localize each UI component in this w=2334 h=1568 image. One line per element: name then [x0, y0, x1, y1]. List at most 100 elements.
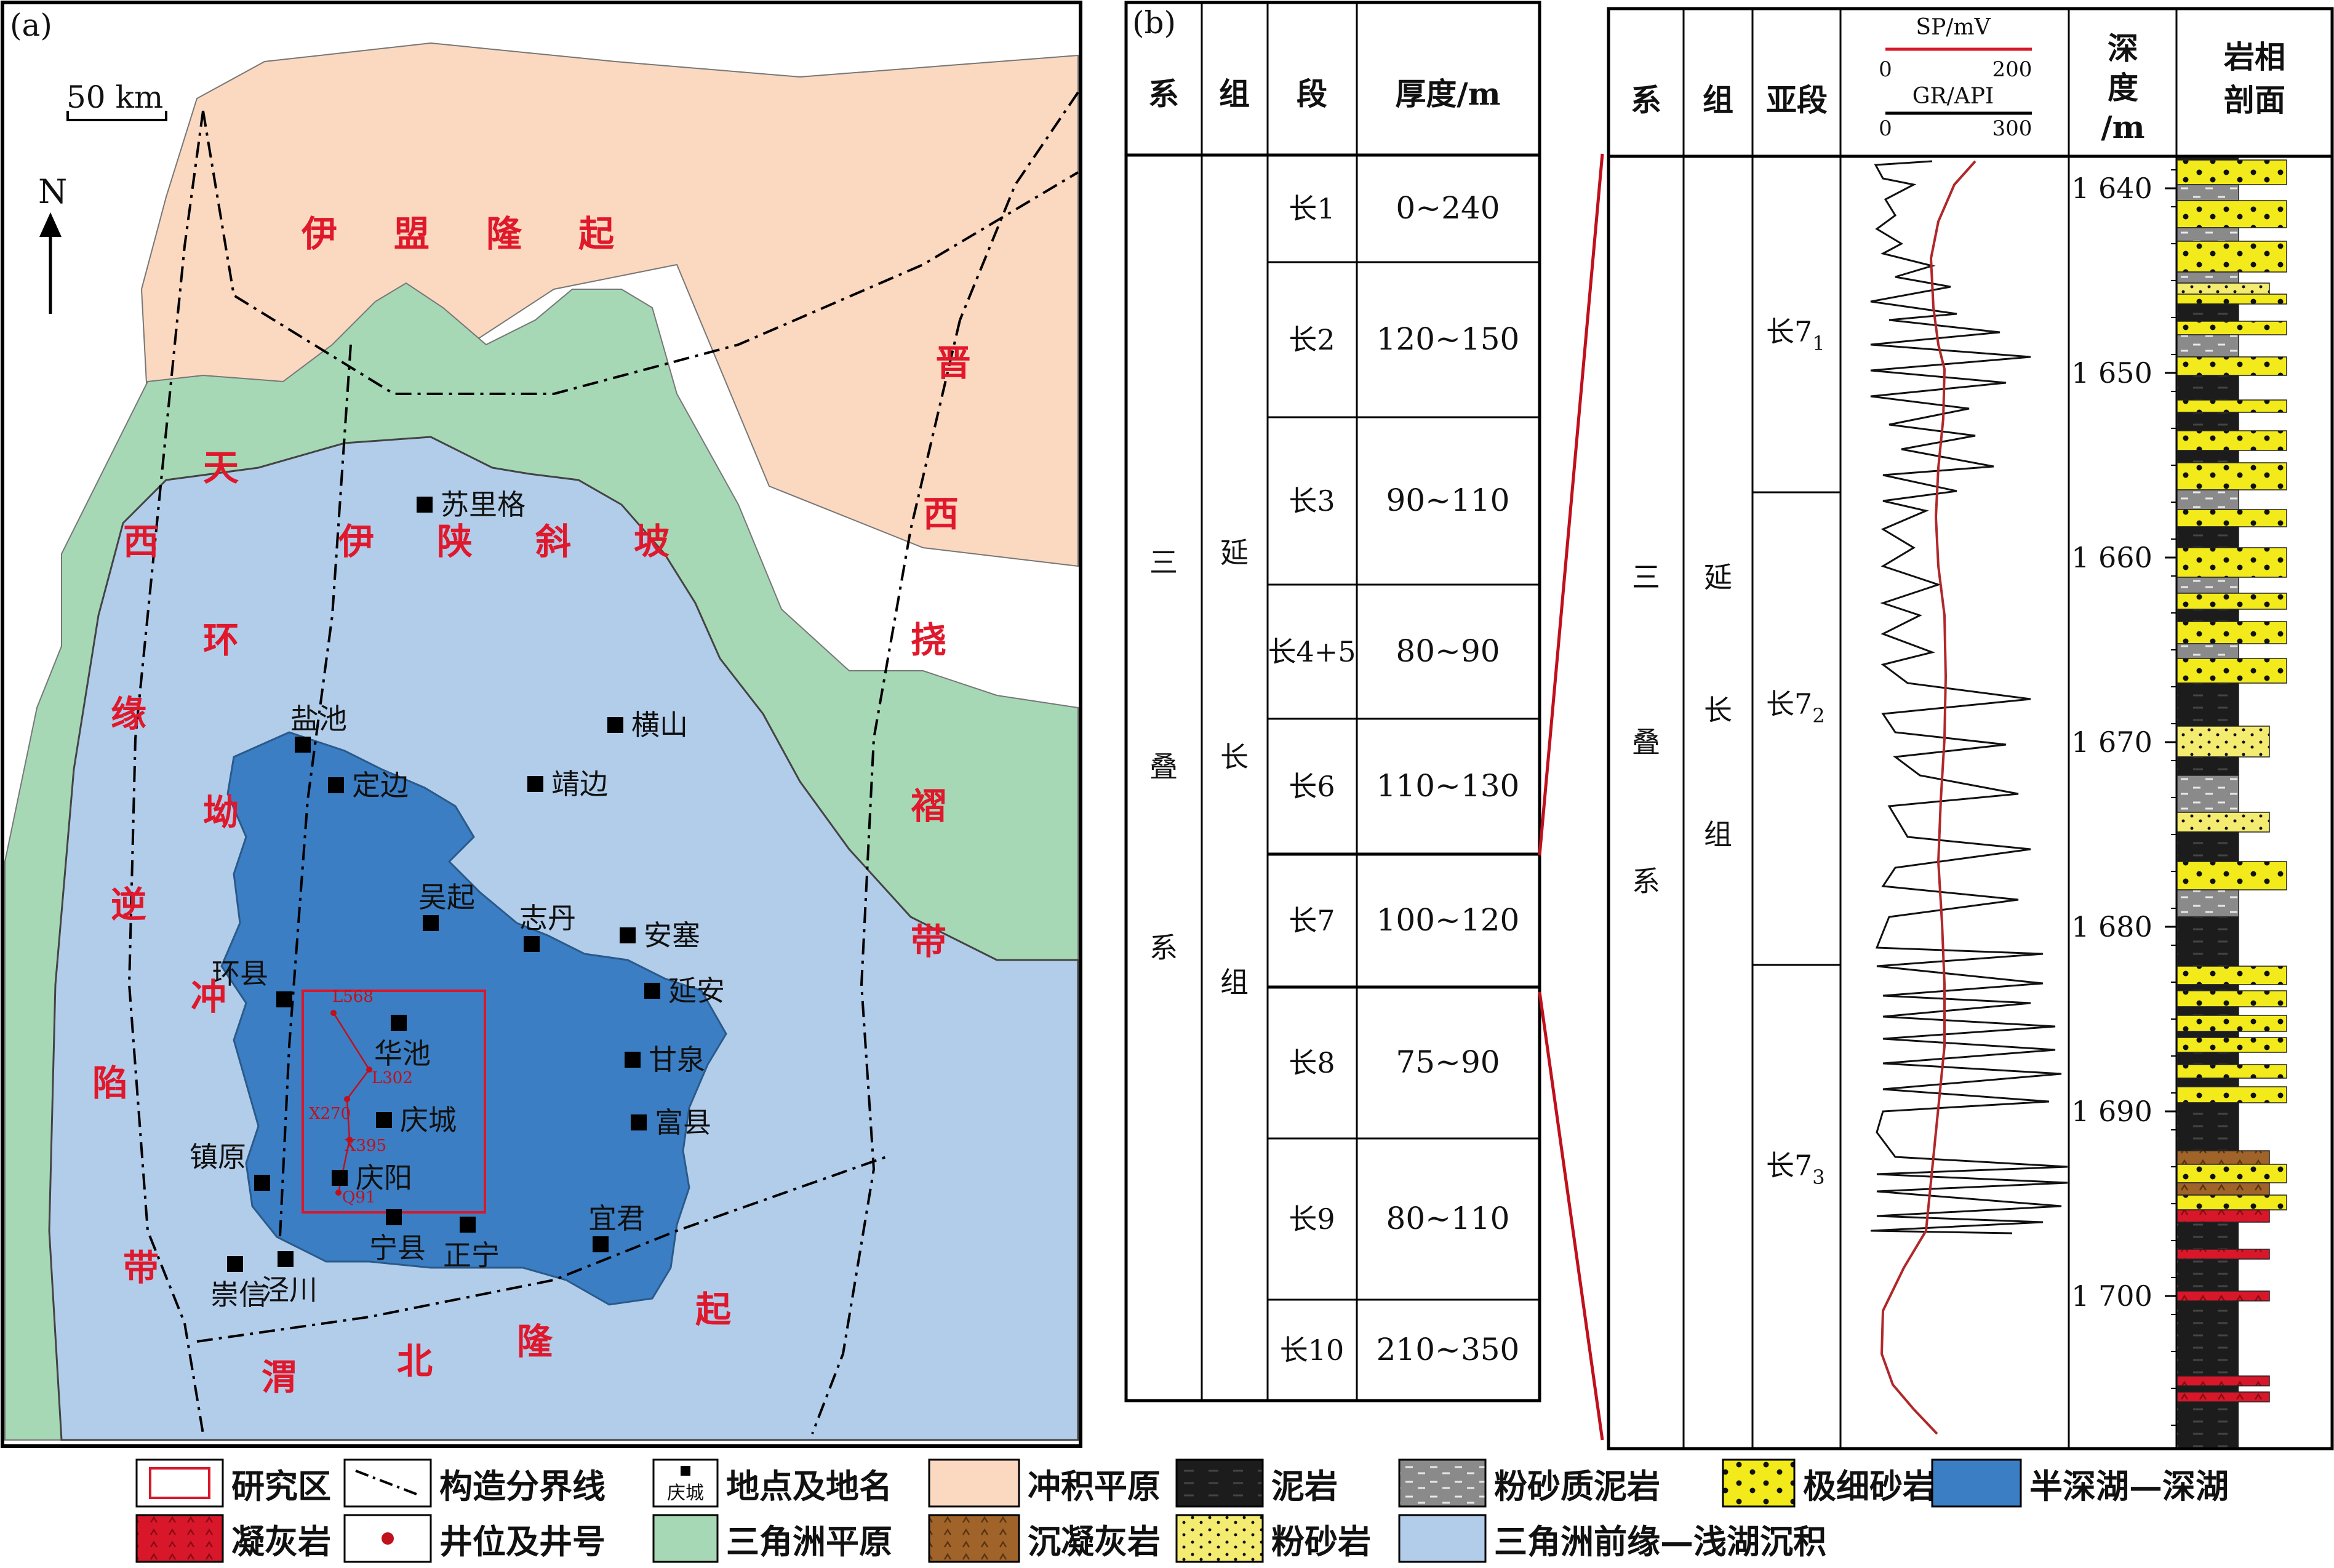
- alluvial-plain-area: [140, 42, 1079, 567]
- region-label-tianhuan: 缘: [111, 693, 146, 735]
- place-marker: [376, 1112, 392, 1128]
- lithology-bed: [2176, 294, 2287, 305]
- panel-a-label: (a): [10, 7, 52, 43]
- region-label-jinxi: 褶: [911, 785, 946, 827]
- region-label-tianhuan: 环: [203, 619, 239, 661]
- depth-tick-label: 1 640: [2071, 172, 2152, 205]
- region-label-yishan: 斜: [535, 521, 571, 562]
- table-thickness: 90~110: [1386, 482, 1510, 518]
- legend-item: 三角洲前缘—浅湖沉积: [1398, 1514, 1826, 1563]
- log-subsegment-name: 长7: [1766, 687, 1812, 721]
- place-marker: [593, 1236, 609, 1252]
- table-segment: 长1: [1289, 192, 1335, 225]
- region-label-yimeng: 盟: [394, 213, 430, 255]
- log-subsegment-name: 长7: [1766, 1149, 1812, 1182]
- region-label-jinxi: 西: [923, 493, 959, 535]
- legend-item: 冲积平原: [928, 1458, 1161, 1508]
- well-marker: [330, 1010, 337, 1016]
- place-label: 盐池: [290, 702, 347, 735]
- region-label-yimeng: 起: [578, 213, 615, 255]
- legend-item: 研究区: [135, 1458, 331, 1508]
- place-marker: [276, 991, 292, 1007]
- lithology-bed: [2176, 375, 2239, 401]
- legend-label: 泥岩: [1271, 1466, 1338, 1506]
- well-marker: [335, 1190, 342, 1196]
- table-segment: 长4+5: [1268, 635, 1356, 668]
- sp-curve: [1880, 160, 1976, 1435]
- log-formation-char: 长: [1704, 694, 1732, 727]
- siltstone-swatch: [1175, 1514, 1264, 1563]
- place-label: 宁县: [369, 1231, 426, 1265]
- north-label: N: [38, 172, 67, 211]
- table-segment: 长9: [1289, 1202, 1335, 1236]
- legend-item: 粉砂质泥岩: [1398, 1458, 1660, 1508]
- place-marker: [328, 777, 344, 793]
- lithology-bed: [2176, 412, 2239, 431]
- table-thickness: 80~110: [1386, 1201, 1510, 1236]
- lithology-bed: [2176, 577, 2239, 594]
- table-system-char: 三: [1149, 546, 1178, 579]
- lithology-bed: [2176, 831, 2239, 862]
- place-label: 延安: [668, 974, 725, 1007]
- lithology-bed: [2176, 321, 2287, 335]
- legend-item: 庆城 地点及地名: [652, 1458, 892, 1508]
- place-label: 横山: [631, 708, 688, 742]
- lithology-bed: [2176, 159, 2287, 185]
- log-headers: 系 组亚段 深度/m 岩相剖面 SP/mV 0 200GR/API 0 300: [1631, 15, 2285, 145]
- gr-range-min: 0: [1879, 116, 1892, 141]
- region-label-jinxi: 带: [911, 921, 946, 962]
- lithology-bed: [2176, 643, 2239, 659]
- place-label: 甘泉: [649, 1043, 705, 1076]
- lithology-bed: [2176, 1015, 2287, 1032]
- region-label-weibei: 起: [695, 1289, 732, 1330]
- table-header: 厚度/m: [1395, 76, 1500, 112]
- place-marker: [386, 1209, 402, 1225]
- table-header: 段: [1297, 76, 1327, 112]
- lithology-bed: [2176, 726, 2270, 758]
- lithology-bed: [2176, 682, 2239, 727]
- log-subsegment-name: 长7: [1766, 315, 1812, 348]
- legend-label: 粉砂岩: [1271, 1522, 1371, 1561]
- legend-item: 极细砂岩: [1722, 1458, 1936, 1508]
- north-arrow-icon: [39, 212, 62, 237]
- lithology-bed: [2176, 282, 2270, 295]
- legend-label: 三角洲平原: [726, 1522, 892, 1561]
- scale-bar-label: 50 km: [66, 79, 163, 115]
- region-label-yishan: 伊: [338, 521, 374, 562]
- place-label: 靖边: [551, 767, 608, 801]
- tuff-swatch: [135, 1514, 224, 1563]
- delta-front-swatch: [1398, 1514, 1487, 1563]
- panel-b-label: (b): [1132, 5, 1176, 41]
- study-area-icon: [135, 1458, 224, 1508]
- place-marker: [527, 776, 543, 792]
- legend-label: 三角洲前缘—浅湖沉积: [1494, 1522, 1826, 1561]
- log-header-lithology: 剖面: [2224, 82, 2285, 118]
- sp-range-min: 0: [1879, 57, 1892, 82]
- legend-label: 研究区: [231, 1466, 331, 1506]
- lithology-bed: [2176, 593, 2287, 610]
- lithology-bed: [2176, 271, 2239, 284]
- region-label-yishan: 坡: [634, 521, 669, 562]
- log-subsegment: 长72: [1766, 687, 1825, 727]
- lithology-bed: [2176, 1391, 2270, 1402]
- log-subsegment: 长71: [1766, 315, 1825, 355]
- place-marker: [644, 983, 660, 999]
- connector-lines: [1538, 153, 1604, 1441]
- lithology-bed: [2176, 984, 2239, 991]
- place-marker: [278, 1251, 294, 1267]
- well-label: L302: [372, 1069, 413, 1087]
- depth-tick-label: 1 690: [2071, 1095, 2152, 1128]
- legend-label: 凝灰岩: [231, 1522, 331, 1561]
- delta-plain-swatch: [652, 1514, 719, 1563]
- panel-c-log: 系组亚段深度/m岩相剖面SP/mV0 200GR/API0 300 三叠系延长组长7…: [1607, 7, 2334, 1450]
- legend-item: 井位及井号: [343, 1514, 605, 1563]
- log-curves: [1870, 160, 2068, 1435]
- table-headers: 系 组 段 厚度/m: [1148, 76, 1501, 112]
- place-label: 宜君: [588, 1202, 645, 1235]
- boundary-line-icon: [343, 1458, 432, 1508]
- depth-tick-label: 1 650: [2071, 356, 2152, 390]
- lithology-bed: [2176, 356, 2287, 376]
- table-thickness: 110~130: [1377, 768, 1520, 804]
